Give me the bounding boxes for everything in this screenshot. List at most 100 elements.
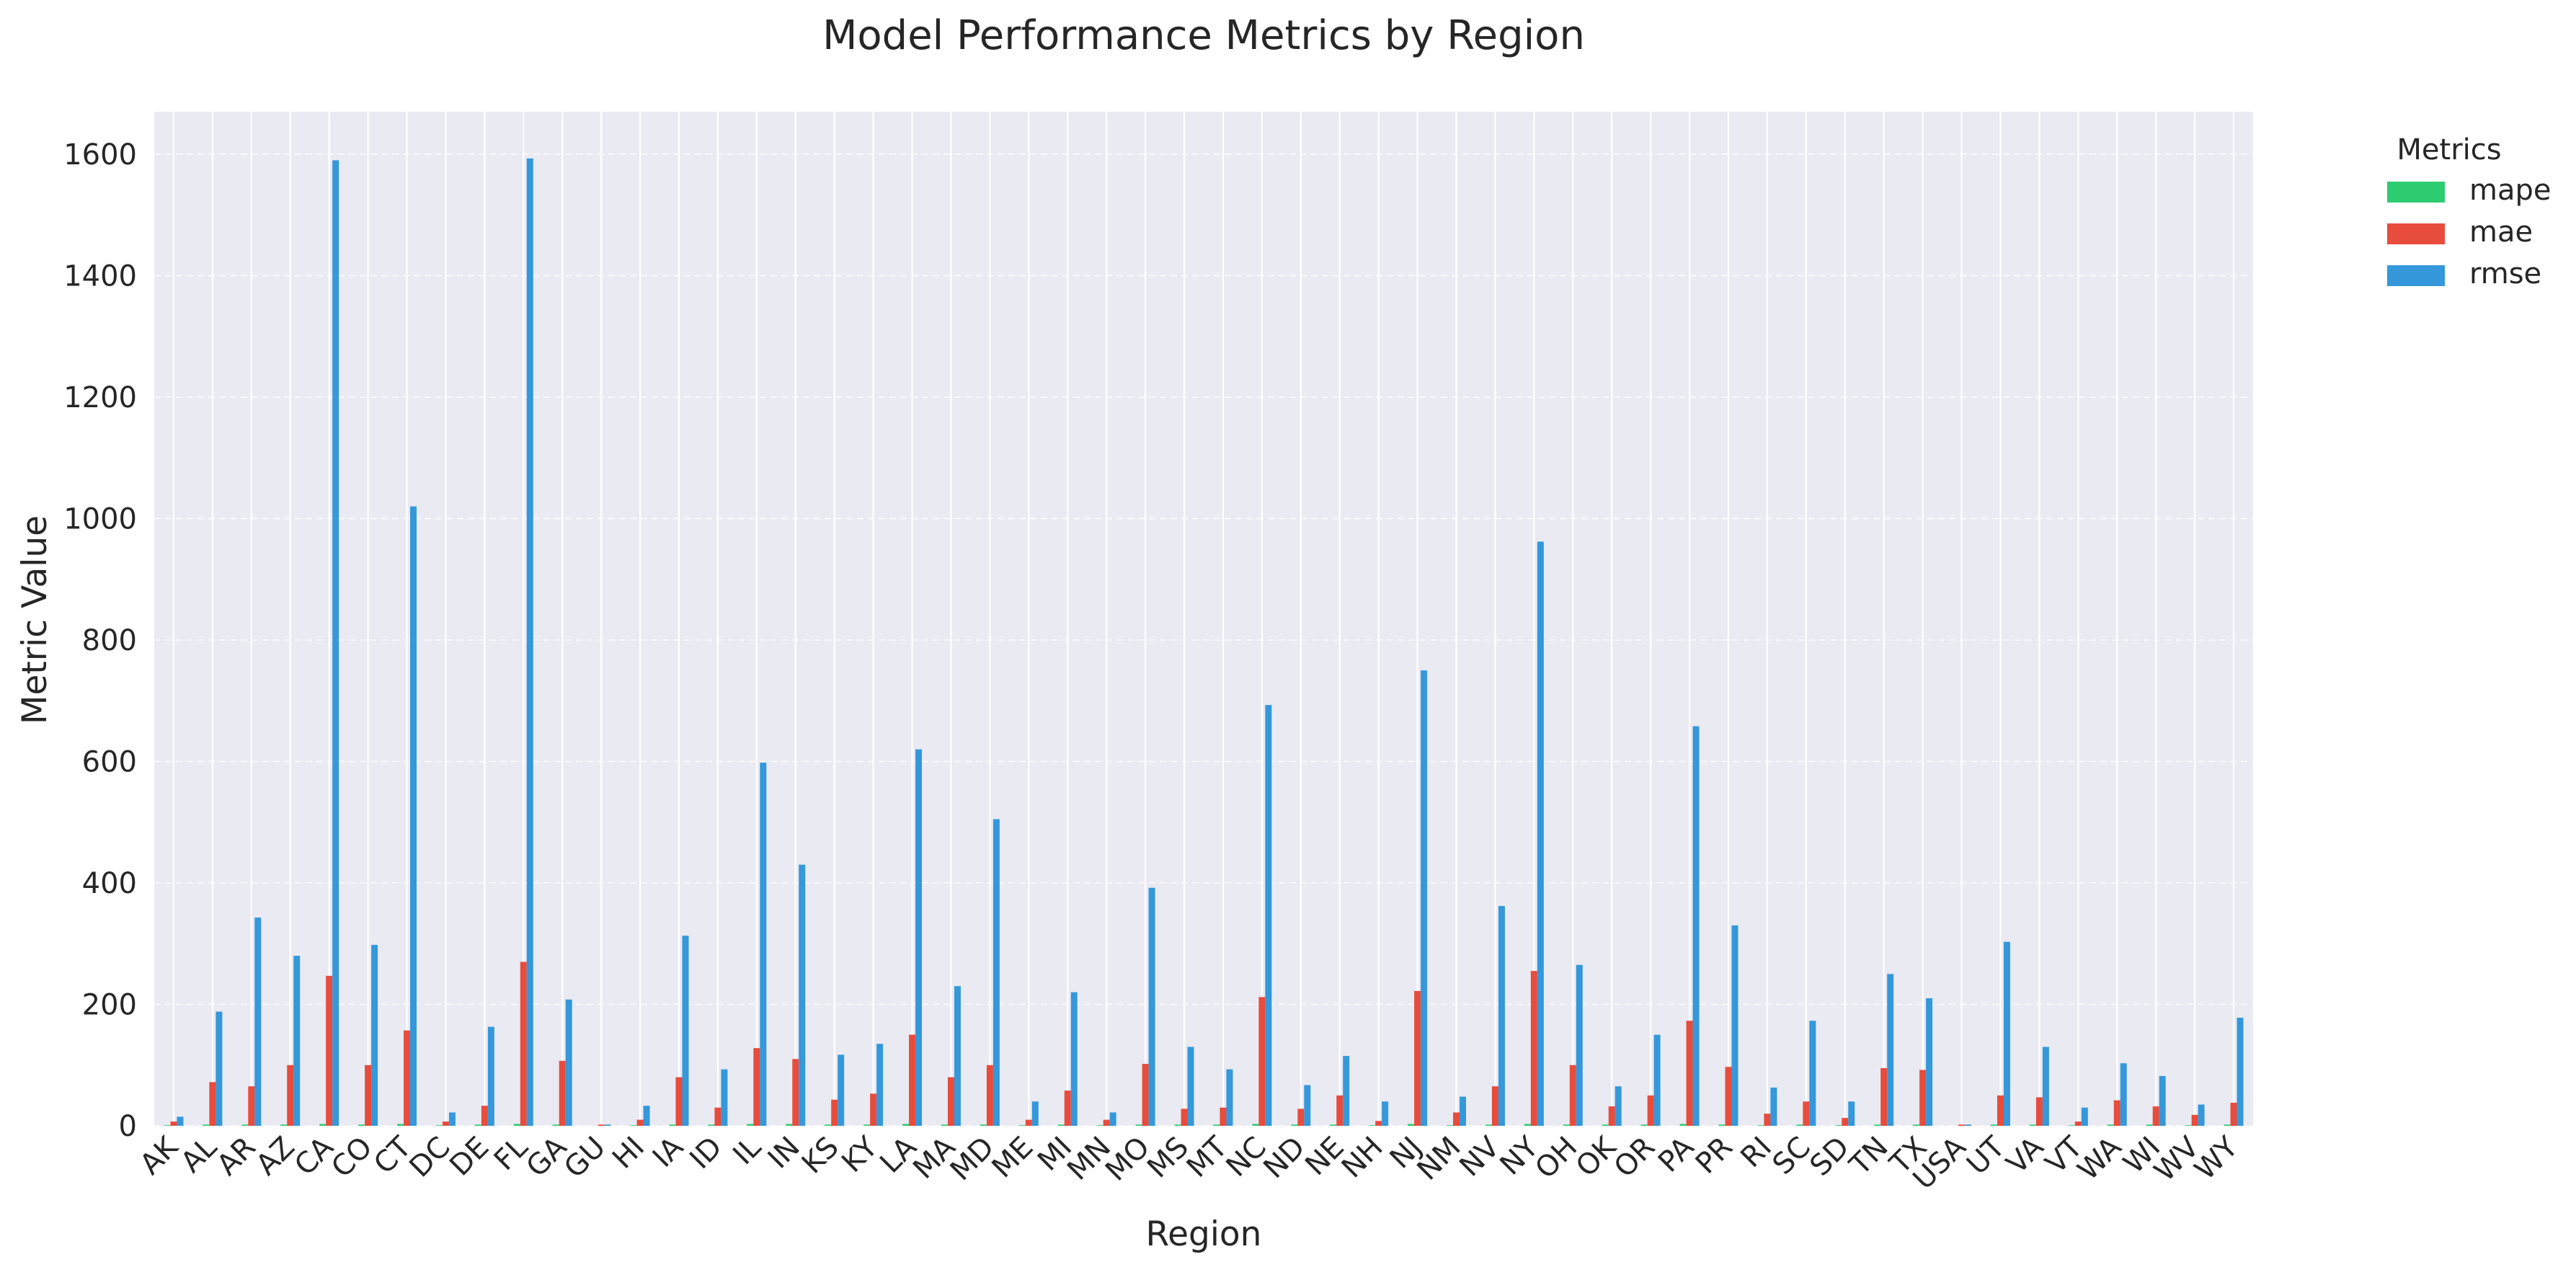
bar-rmse-LA (915, 749, 923, 1126)
bar-mae-WI (2152, 1106, 2159, 1126)
bar-mape-DE (474, 1124, 481, 1126)
bar-rmse-VT (2081, 1107, 2088, 1126)
bar-mae-FL (520, 961, 527, 1126)
bar-rmse-USA (1965, 1124, 1972, 1126)
bar-mape-TX (1913, 1124, 1920, 1126)
bar-mape-RI (1757, 1125, 1764, 1126)
bar-mape-KY (863, 1124, 871, 1126)
bar-mape-ID (708, 1124, 715, 1126)
bar-mae-ME (1025, 1119, 1032, 1126)
bar-rmse-NJ (1421, 670, 1428, 1126)
bar-mae-CA (326, 975, 333, 1126)
y-tick-label: 600 (82, 745, 137, 778)
bar-mape-SD (1835, 1125, 1842, 1126)
bar-mae-OK (1608, 1106, 1615, 1126)
bar-rmse-AK (177, 1116, 184, 1126)
bar-rmse-GA (565, 999, 572, 1126)
bar-mae-IN (792, 1059, 799, 1126)
bar-rmse-ND (1304, 1085, 1311, 1126)
bar-rmse-WV (2198, 1104, 2205, 1126)
bar-mape-DC (435, 1125, 443, 1126)
bar-mae-OR (1647, 1095, 1654, 1126)
bar-rmse-MT (1226, 1069, 1233, 1126)
x-tick-label: ME (986, 1131, 1040, 1185)
bar-rmse-WI (2159, 1075, 2166, 1126)
bar-rmse-CO (371, 944, 378, 1126)
bar-rmse-NH (1382, 1101, 1389, 1126)
bar-mae-MA (947, 1077, 954, 1126)
bar-rmse-IA (682, 936, 689, 1126)
bar-mae-MT (1220, 1107, 1227, 1126)
bar-mae-MN (1103, 1119, 1110, 1126)
x-tick-label: HI (606, 1131, 651, 1176)
bar-mape-MI (1057, 1124, 1065, 1126)
y-tick-label: 1400 (63, 259, 137, 293)
bar-mae-WY (2230, 1102, 2237, 1126)
y-tick-label: 1000 (63, 502, 137, 536)
legend-swatch-mae (2387, 223, 2445, 244)
bar-rmse-HI (643, 1106, 650, 1126)
bar-mae-DE (481, 1106, 488, 1126)
bar-mape-AZ (280, 1124, 288, 1126)
bar-mae-WV (2191, 1114, 2198, 1126)
bar-rmse-MD (992, 819, 1000, 1126)
grid (154, 112, 2253, 1127)
bar-rmse-ME (1031, 1101, 1039, 1126)
bar-mae-CO (365, 1065, 372, 1126)
bar-mae-MS (1181, 1109, 1188, 1126)
bar-mape-FL (513, 1124, 520, 1126)
y-axis-ticks: 0 200 400 600 800 1000 1200 1400 1600 (63, 138, 137, 1143)
bar-mae-IA (675, 1077, 683, 1126)
bar-mae-TX (1919, 1070, 1927, 1126)
bar-rmse-SD (1848, 1101, 1855, 1126)
bar-mae-NE (1336, 1095, 1343, 1126)
bar-mae-WA (2113, 1100, 2120, 1126)
bar-rmse-NM (1460, 1096, 1466, 1126)
bar-mae-ID (714, 1107, 721, 1126)
bar-mape-WV (2185, 1125, 2192, 1126)
bar-mae-VT (2074, 1121, 2082, 1126)
bar-rmse-WA (2120, 1063, 2127, 1126)
bar-mae-TN (1880, 1067, 1888, 1126)
bar-mape-SC (1796, 1124, 1803, 1126)
bar-mae-PA (1686, 1021, 1693, 1126)
bar-rmse-MI (1070, 992, 1078, 1126)
bar-mae-UT (1997, 1095, 2004, 1126)
bar-mae-AR (248, 1086, 255, 1126)
bar-rmse-TX (1926, 998, 1933, 1126)
bar-mae-KY (870, 1093, 877, 1126)
bar-rmse-MO (1148, 887, 1155, 1126)
bar-rmse-OR (1653, 1034, 1661, 1126)
y-axis-title: Metric Value (15, 515, 55, 724)
y-tick-label: 1600 (63, 138, 137, 172)
bars (164, 158, 2244, 1126)
bar-mae-OH (1569, 1065, 1576, 1126)
bar-mae-NV (1491, 1086, 1498, 1126)
bar-mape-NC (1252, 1124, 1259, 1126)
x-tick-label: GU (558, 1131, 612, 1185)
bar-rmse-IN (799, 864, 806, 1126)
bar-rmse-AR (254, 918, 262, 1126)
bar-mae-NJ (1414, 990, 1421, 1126)
x-tick-label: PR (1689, 1131, 1739, 1181)
x-axis-ticks: AKALARAZCACOCTDCDEFLGAGUHIIAIDILINKSKYLA… (134, 1129, 2245, 1196)
bar-mape-ND (1291, 1124, 1298, 1126)
y-tick-label: 1200 (63, 381, 137, 414)
bar-mae-MI (1064, 1090, 1071, 1126)
bar-mae-KS (831, 1099, 838, 1126)
bar-mape-AL (203, 1124, 210, 1126)
bar-mae-NH (1375, 1121, 1382, 1126)
bar-mape-LA (902, 1124, 910, 1126)
x-tick-label: ID (683, 1131, 729, 1176)
bar-mape-NV (1485, 1124, 1492, 1126)
bar-rmse-OK (1615, 1086, 1622, 1126)
bar-rmse-TN (1887, 974, 1894, 1126)
bar-rmse-VA (2042, 1047, 2049, 1126)
bar-mape-AK (164, 1125, 171, 1126)
bar-rmse-PA (1692, 726, 1700, 1126)
bar-rmse-GU (604, 1124, 611, 1126)
bar-mape-TN (1874, 1124, 1881, 1126)
plot-background (154, 112, 2253, 1126)
bar-rmse-KY (876, 1044, 884, 1126)
